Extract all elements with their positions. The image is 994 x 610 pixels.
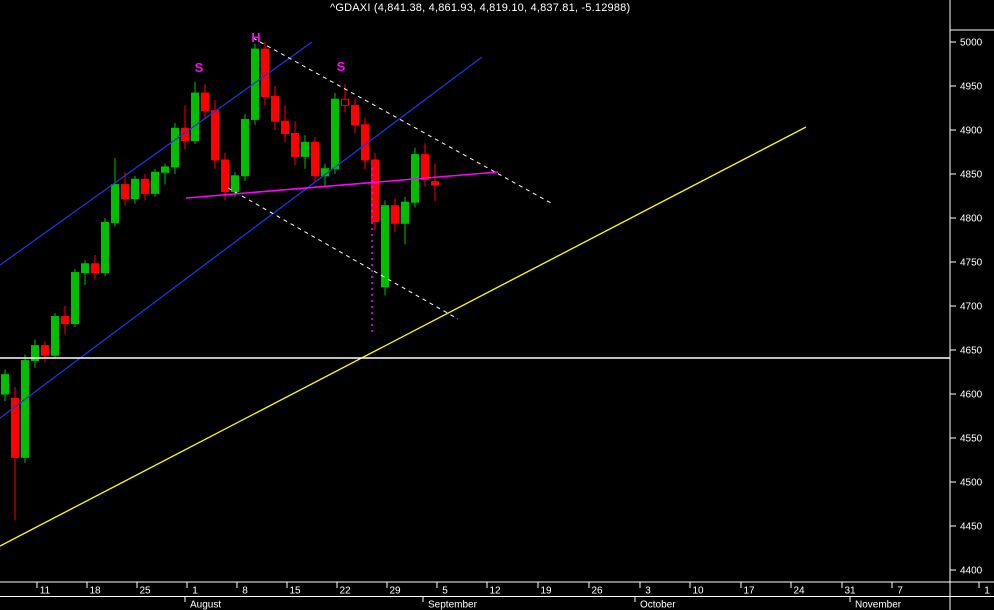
- x-axis-month-label: August: [190, 600, 221, 610]
- falling-wedge-upper-dashed-line[interactable]: [252, 37, 552, 204]
- candle-body: [181, 127, 189, 142]
- candle-body: [211, 110, 219, 161]
- y-axis-label: 4550: [960, 434, 983, 445]
- candle-body: [101, 221, 109, 274]
- y-axis-label: 4850: [960, 170, 983, 181]
- falling-wedge-lower-dashed-line[interactable]: [227, 187, 459, 320]
- candle-body: [251, 48, 259, 120]
- candle-body: [341, 98, 349, 106]
- candle-body: [311, 141, 319, 177]
- y-axis-label: 4900: [960, 126, 983, 137]
- x-axis-day-label: 24: [793, 586, 805, 597]
- candle-body: [241, 118, 249, 177]
- x-axis-month-label: September: [428, 600, 478, 610]
- y-axis-label: 5000: [960, 38, 983, 49]
- candle-body: [301, 141, 309, 157]
- candle-body: [71, 272, 79, 325]
- candle-body: [1, 374, 9, 395]
- x-axis-day-label: 22: [339, 586, 351, 597]
- x-axis-day-label: 12: [489, 586, 501, 597]
- candle-body: [191, 92, 199, 142]
- x-axis-day-label: 7: [897, 586, 903, 597]
- candle-body: [41, 345, 49, 356]
- y-axis-label: 4500: [960, 478, 983, 489]
- candle-body: [381, 205, 389, 288]
- candle-body: [171, 127, 179, 168]
- x-axis-day-label: 26: [591, 586, 603, 597]
- neckline[interactable]: [185, 171, 499, 199]
- x-axis-day-label: 3: [645, 586, 651, 597]
- ascending-channel-upper-line[interactable]: [0, 41, 313, 266]
- candle-body: [351, 104, 359, 126]
- candle-body: [371, 159, 379, 223]
- candle-body: [231, 175, 239, 193]
- candle-body: [401, 201, 409, 224]
- candle-body: [121, 184, 129, 200]
- candle-body: [61, 316, 69, 325]
- pattern-label-s: S: [195, 60, 204, 75]
- candle-body: [331, 98, 339, 170]
- x-axis-day-label: 11: [40, 586, 51, 597]
- x-axis-day-label: 18: [89, 586, 101, 597]
- x-axis-day-label: 15: [289, 586, 301, 597]
- y-axis-label: 4750: [960, 258, 983, 269]
- y-axis-label: 4950: [960, 82, 983, 93]
- candle-body: [81, 263, 89, 274]
- candle-body: [91, 263, 99, 274]
- candle-body: [281, 120, 289, 135]
- x-axis-day-label: 8: [242, 586, 248, 597]
- candle-body: [391, 205, 399, 224]
- x-axis-day-label: 19: [540, 586, 552, 597]
- chart-title: ^GDAXI (4,841.38, 4,861.93, 4,819.10, 4,…: [330, 2, 631, 14]
- y-axis-label: 4400: [960, 566, 983, 577]
- y-axis-label: 4800: [960, 214, 983, 225]
- candle-body: [201, 92, 209, 112]
- candle-body: [111, 184, 119, 223]
- candle-body: [421, 154, 429, 180]
- candle-body: [261, 48, 269, 98]
- candle-body: [51, 316, 59, 356]
- candle-body: [131, 178, 139, 200]
- candle-body: [31, 345, 39, 362]
- y-axis-label: 4450: [960, 522, 983, 533]
- candle-body: [291, 133, 299, 157]
- x-axis-month-label: October: [640, 600, 676, 610]
- x-axis-month-label: November: [855, 600, 902, 610]
- ascending-channel-lower-line[interactable]: [0, 56, 483, 419]
- candle-body: [221, 159, 229, 193]
- x-axis-day-label: 31: [844, 586, 856, 597]
- candle-body: [11, 397, 19, 458]
- x-axis-day-label: 17: [743, 586, 755, 597]
- y-axis-label: 4700: [960, 302, 983, 313]
- x-axis-day-label: 25: [139, 586, 151, 597]
- candle-body: [141, 178, 149, 194]
- x-axis-day-label: 10: [692, 586, 704, 597]
- y-axis-label: 4600: [960, 390, 983, 401]
- x-axis-day-label: 29: [389, 586, 401, 597]
- pattern-label-h: H: [251, 30, 260, 45]
- candle-body: [431, 181, 439, 186]
- candle-body: [21, 360, 29, 458]
- y-axis-label: 4650: [960, 346, 983, 357]
- candle-body: [151, 171, 159, 194]
- candle-body: [271, 96, 279, 122]
- long-term-uptrend-line[interactable]: [0, 126, 807, 547]
- candle-body: [161, 166, 169, 173]
- x-axis-day-label: 5: [442, 586, 448, 597]
- pattern-label-s: S: [337, 59, 346, 74]
- x-axis-day-label: 1: [192, 586, 198, 597]
- x-axis-day-label: 1: [984, 586, 990, 597]
